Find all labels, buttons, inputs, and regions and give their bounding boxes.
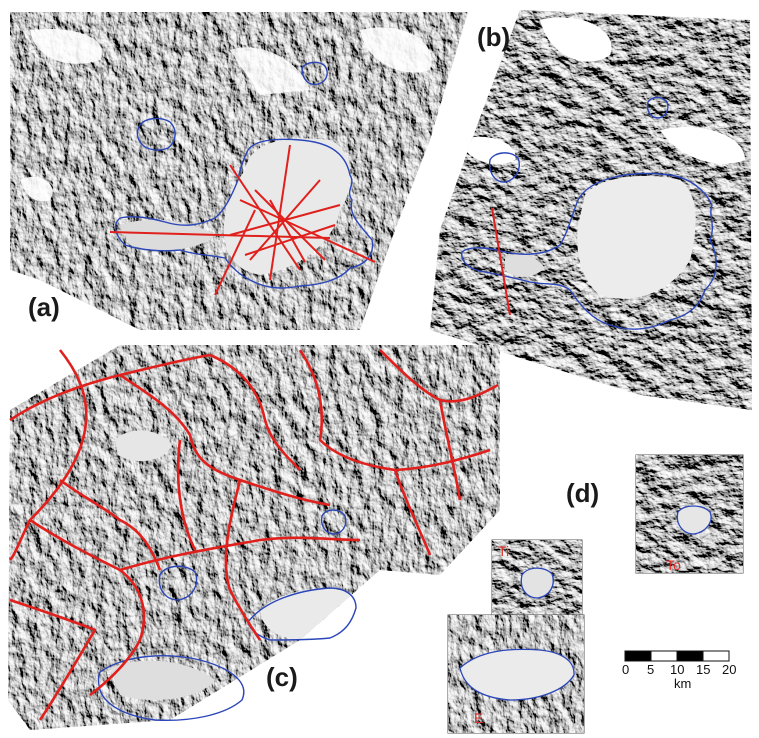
- scale-tick-20: 20: [722, 662, 737, 677]
- scale-tick-5: 5: [647, 662, 655, 677]
- panel-c-boundaries: [97, 509, 357, 722]
- panel-b-lineaments: [491, 207, 511, 316]
- scale-tick-0: 0: [622, 662, 630, 677]
- panel-label-b: (b): [477, 22, 511, 52]
- inset-label-e: E: [474, 710, 484, 726]
- scale-bar: [624, 650, 730, 662]
- panel-label-a: (a): [28, 292, 60, 322]
- panel-c-relief: [8, 345, 500, 730]
- panel-a-lineaments: [109, 144, 376, 296]
- scale-unit: km: [674, 676, 692, 691]
- inset-to: [635, 454, 744, 574]
- scale-tick-10: 10: [670, 662, 685, 677]
- inset-label-ti: Ti: [498, 543, 510, 559]
- panel-a-boundaries: [114, 61, 374, 289]
- inset-label-to: To: [666, 557, 681, 573]
- scale-tick-15: 15: [696, 662, 711, 677]
- panel-a-relief: [10, 12, 468, 330]
- inset-e: [447, 614, 585, 734]
- panel-label-d: (d): [566, 478, 600, 508]
- panel-label-c: (c): [266, 662, 298, 692]
- panel-c-drainage-network: [9, 349, 499, 721]
